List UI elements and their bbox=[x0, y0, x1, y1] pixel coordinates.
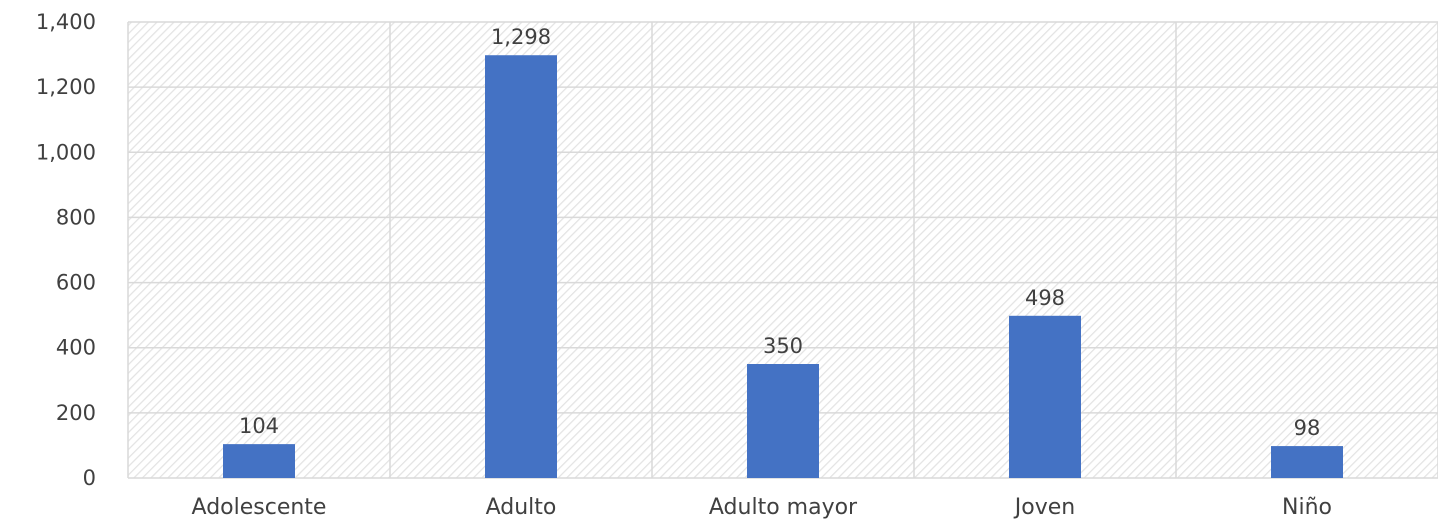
x-category-label: Adulto bbox=[486, 495, 557, 519]
y-tick-label: 1,200 bbox=[36, 75, 96, 99]
bar bbox=[1271, 446, 1343, 478]
data-label: 104 bbox=[239, 414, 279, 438]
x-category-label: Adolescente bbox=[192, 495, 327, 519]
vertical-gridlines bbox=[127, 22, 1438, 478]
y-tick-label: 0 bbox=[83, 466, 96, 490]
y-axis-tick-labels: 0 200 400 600 800 1,000 1,200 1,400 bbox=[36, 10, 96, 490]
bar bbox=[485, 55, 557, 478]
x-category-label: Joven bbox=[1013, 495, 1075, 519]
data-label: 98 bbox=[1294, 416, 1321, 440]
bar bbox=[747, 364, 819, 478]
bar bbox=[1009, 315, 1081, 478]
y-tick-label: 200 bbox=[56, 401, 96, 425]
y-tick-label: 1,000 bbox=[36, 140, 96, 164]
bar bbox=[223, 444, 295, 478]
x-category-label: Adulto mayor bbox=[709, 495, 858, 519]
y-tick-label: 400 bbox=[56, 336, 96, 360]
bars bbox=[223, 55, 1343, 478]
y-tick-label: 1,400 bbox=[36, 10, 96, 34]
data-label: 1,298 bbox=[491, 25, 551, 49]
data-label: 350 bbox=[763, 334, 803, 358]
data-labels: 104 1,298 350 498 98 bbox=[239, 25, 1320, 440]
x-axis-category-labels: Adolescente Adulto Adulto mayor Joven Niño bbox=[192, 495, 1332, 520]
x-category-label: Niño bbox=[1282, 495, 1332, 519]
data-label: 498 bbox=[1025, 286, 1065, 310]
y-tick-label: 600 bbox=[56, 271, 96, 295]
y-tick-label: 800 bbox=[56, 205, 96, 229]
